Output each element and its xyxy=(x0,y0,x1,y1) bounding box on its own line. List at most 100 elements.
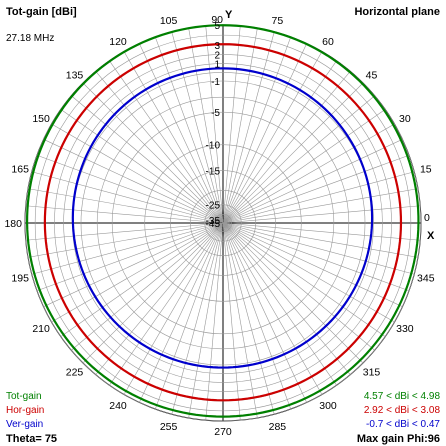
angle-tick-label: 45 xyxy=(366,70,378,82)
spoke-line xyxy=(222,31,275,224)
grid-ring xyxy=(54,54,392,392)
radial-tick-label: 3 xyxy=(214,41,220,52)
grid-ring xyxy=(219,219,227,227)
grid-ring xyxy=(96,96,350,350)
angle-labels: 0153045607590105120135150165180195210225… xyxy=(4,14,434,438)
spoke-line xyxy=(205,25,224,224)
legend-range: -0.7 < dBi < 0.47 xyxy=(366,419,440,430)
spoke-line xyxy=(222,222,307,403)
spoke-line xyxy=(25,205,224,224)
angle-tick-label: 315 xyxy=(363,367,381,379)
spoke-line xyxy=(123,51,224,224)
angle-tick-label: 285 xyxy=(269,421,287,433)
angle-tick-label: 255 xyxy=(160,421,178,433)
spoke-line xyxy=(222,27,258,224)
max-gain-label: Max gain Phi:96 xyxy=(357,433,440,445)
spoke-line xyxy=(222,222,364,364)
radial-tick-label: 2 xyxy=(214,50,220,61)
spoke-line xyxy=(154,36,224,224)
radial-tick-label: -10 xyxy=(206,141,221,152)
radial-tick-label: 5 xyxy=(214,21,220,32)
spoke-line xyxy=(222,188,419,224)
series-ver-gain xyxy=(71,67,374,369)
angle-tick-label: 30 xyxy=(399,113,411,125)
spoke-line xyxy=(222,222,292,410)
spoke-line xyxy=(36,222,224,292)
spoke-line xyxy=(222,222,351,375)
angle-tick-label: 165 xyxy=(11,164,29,176)
series-layer xyxy=(25,24,420,418)
spoke-line xyxy=(139,43,224,224)
spoke-line xyxy=(222,60,337,224)
spoke-line xyxy=(222,82,364,224)
spoke-line xyxy=(51,123,224,224)
grid-ring xyxy=(204,204,242,242)
spoke-line xyxy=(222,222,258,419)
angle-tick-label: 60 xyxy=(322,36,334,48)
grid-ring xyxy=(111,111,335,335)
radial-tick-label: 1 xyxy=(214,60,220,71)
y-axis-label: Y xyxy=(225,9,233,21)
grid-ring xyxy=(170,170,276,276)
spoke-line xyxy=(222,71,351,224)
spoke-line xyxy=(222,222,395,323)
legend-range: 4.57 < dBi < 4.98 xyxy=(364,391,441,402)
spoke-line xyxy=(27,222,224,258)
spoke-line xyxy=(188,27,224,224)
spoke-line xyxy=(222,222,241,421)
spoke-line xyxy=(205,222,224,421)
spoke-line xyxy=(171,31,224,224)
angle-tick-label: 0 xyxy=(424,212,430,224)
spoke-line xyxy=(109,222,224,386)
spoke-line xyxy=(222,123,395,224)
grid-ring xyxy=(63,63,383,383)
spoke-line xyxy=(123,222,224,395)
spoke-line xyxy=(222,222,275,415)
spoke-line xyxy=(222,222,337,386)
spoke-line xyxy=(154,222,224,410)
spoke-line xyxy=(95,71,224,224)
spoke-line xyxy=(139,222,224,403)
spoke-line xyxy=(222,139,403,224)
spoke-line xyxy=(222,222,419,258)
spoke-line xyxy=(31,222,224,275)
spoke-line xyxy=(171,222,224,415)
spoke-line xyxy=(109,60,224,224)
spoke-line xyxy=(27,188,224,224)
angle-tick-label: 240 xyxy=(109,400,127,412)
radial-tick-label: -25 xyxy=(206,201,221,212)
spoke-line xyxy=(43,139,224,224)
spoke-line xyxy=(222,222,323,395)
spoke-line xyxy=(222,43,307,224)
spoke-line xyxy=(222,222,410,292)
angle-tick-label: 345 xyxy=(417,272,435,284)
angle-tick-label: 225 xyxy=(66,367,84,379)
angle-tick-label: 330 xyxy=(396,323,414,335)
spoke-line xyxy=(71,95,224,224)
spoke-line xyxy=(222,222,403,307)
angle-tick-label: 180 xyxy=(4,218,22,230)
grid-ring xyxy=(214,214,232,232)
spoke-line xyxy=(43,222,224,307)
spoke-line xyxy=(222,109,386,224)
spoke-line xyxy=(25,222,224,241)
polar-grid xyxy=(24,24,422,422)
spoke-line xyxy=(188,222,224,419)
angle-tick-label: 270 xyxy=(214,426,232,438)
spoke-line xyxy=(95,222,224,375)
spoke-line xyxy=(60,109,224,224)
radial-tick-label: -1 xyxy=(211,77,220,88)
spoke-line xyxy=(82,222,224,364)
legend-name: Hor-gain xyxy=(6,405,44,416)
spoke-line xyxy=(222,154,410,224)
angle-tick-label: 135 xyxy=(66,70,84,82)
legend-name: Ver-gain xyxy=(6,419,43,430)
angle-tick-label: 105 xyxy=(160,15,178,27)
radial-tick-label: -35 xyxy=(206,216,221,227)
spoke-line xyxy=(222,51,323,224)
angle-tick-label: 75 xyxy=(272,15,284,27)
radial-tick-label: -15 xyxy=(206,167,221,178)
series-tot-gain xyxy=(25,24,420,418)
series-hor-gain xyxy=(43,43,403,402)
